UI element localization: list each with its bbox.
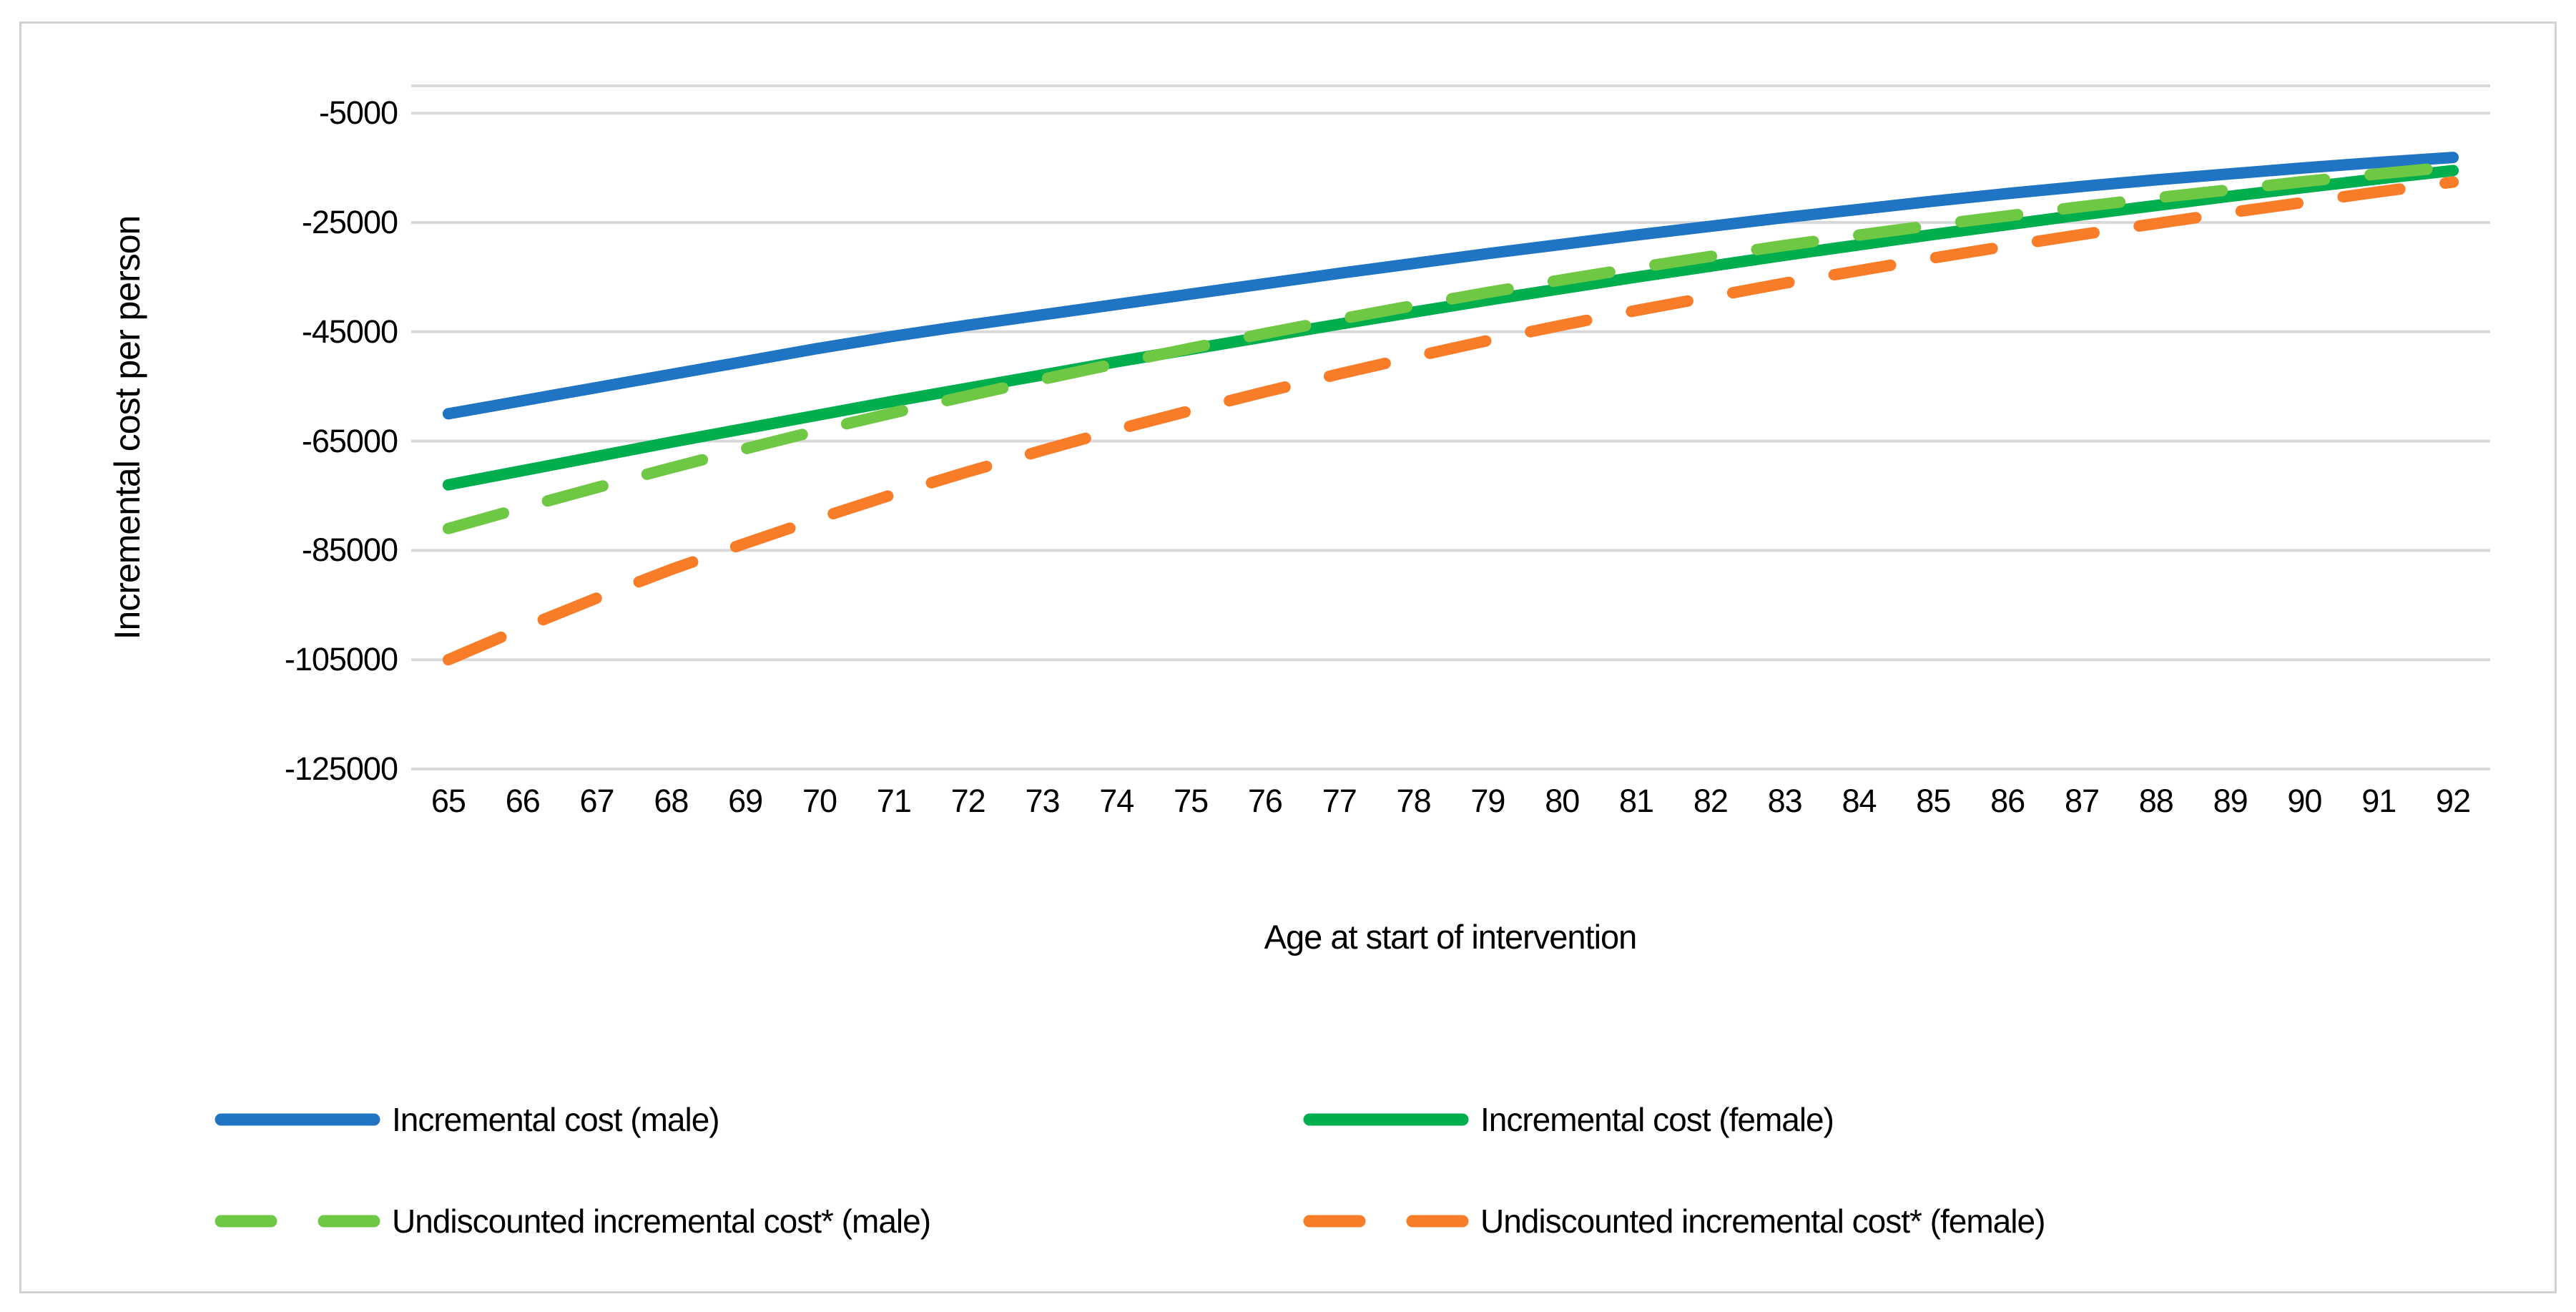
legend-swatch-dashed-orange <box>1303 1215 1469 1228</box>
x-tick-label-82: 82 <box>1693 783 1729 819</box>
legend-swatch-dashed-lightgreen <box>215 1215 380 1228</box>
x-tick-label-86: 86 <box>1990 783 2025 819</box>
legend-label: Undiscounted incremental cost* (male) <box>392 1203 931 1240</box>
x-tick-label-76: 76 <box>1247 783 1283 819</box>
x-axis-title: Age at start of intervention <box>1264 918 1638 956</box>
y-tick-label--25000: -25000 <box>301 204 398 240</box>
legend-label: Incremental cost (female) <box>1480 1101 1834 1138</box>
legend-item-incremental-cost-female: Incremental cost (female) <box>1303 1095 1834 1144</box>
y-tick-label--65000: -65000 <box>301 422 398 459</box>
x-tick-label-92: 92 <box>2436 783 2471 819</box>
x-tick-label-84: 84 <box>1842 783 1877 819</box>
x-tick-label-66: 66 <box>505 783 541 819</box>
series-line-incremental-cost-male <box>442 152 2459 420</box>
x-tick-label-79: 79 <box>1470 783 1505 819</box>
legend-label: Undiscounted incremental cost* (female) <box>1480 1203 2045 1240</box>
series-line-undiscounted-incremental-cost-male <box>442 161 2459 534</box>
x-tick-label-83: 83 <box>1767 783 1803 819</box>
x-tick-label-73: 73 <box>1025 783 1060 819</box>
series-line-undiscounted-incremental-cost-female <box>442 176 2459 666</box>
x-tick-label-87: 87 <box>2064 783 2100 819</box>
x-tick-label-85: 85 <box>1916 783 1951 819</box>
y-tick-label--85000: -85000 <box>301 532 398 569</box>
legend-item-incremental-cost-male: Incremental cost (male) <box>215 1095 720 1144</box>
x-tick-label-71: 71 <box>876 783 912 819</box>
x-tick-label-81: 81 <box>1619 783 1654 819</box>
x-tick-label-78: 78 <box>1396 783 1432 819</box>
legend-item-undiscounted-incremental-cost-female: Undiscounted incremental cost* (female) <box>1303 1197 2045 1245</box>
x-tick-label-89: 89 <box>2213 783 2248 819</box>
x-tick-label-90: 90 <box>2287 783 2322 819</box>
x-tick-label-88: 88 <box>2138 783 2174 819</box>
series-line-incremental-cost-female <box>442 165 2459 491</box>
x-tick-label-74: 74 <box>1099 783 1134 819</box>
y-tick-label--105000: -105000 <box>284 641 398 678</box>
legend-swatch-solid-green <box>1303 1113 1469 1126</box>
x-tick-label-72: 72 <box>950 783 986 819</box>
x-tick-label-69: 69 <box>728 783 763 819</box>
y-tick-label--125000: -125000 <box>284 750 398 787</box>
chart-outer-border <box>19 21 2557 1293</box>
x-tick-label-67: 67 <box>579 783 615 819</box>
x-tick-label-70: 70 <box>802 783 837 819</box>
x-tick-label-91: 91 <box>2361 783 2396 819</box>
x-tick-label-65: 65 <box>431 783 466 819</box>
y-tick-label--5000: -5000 <box>318 94 398 132</box>
legend-item-undiscounted-incremental-cost-male: Undiscounted incremental cost* (male) <box>215 1197 931 1245</box>
legend-swatch-solid-blue <box>215 1113 380 1126</box>
x-tick-label-80: 80 <box>1545 783 1580 819</box>
x-tick-label-77: 77 <box>1322 783 1357 819</box>
x-tick-label-68: 68 <box>654 783 689 819</box>
legend-label: Incremental cost (male) <box>392 1101 720 1138</box>
y-tick-label--45000: -45000 <box>301 313 398 350</box>
x-tick-label-75: 75 <box>1174 783 1209 819</box>
